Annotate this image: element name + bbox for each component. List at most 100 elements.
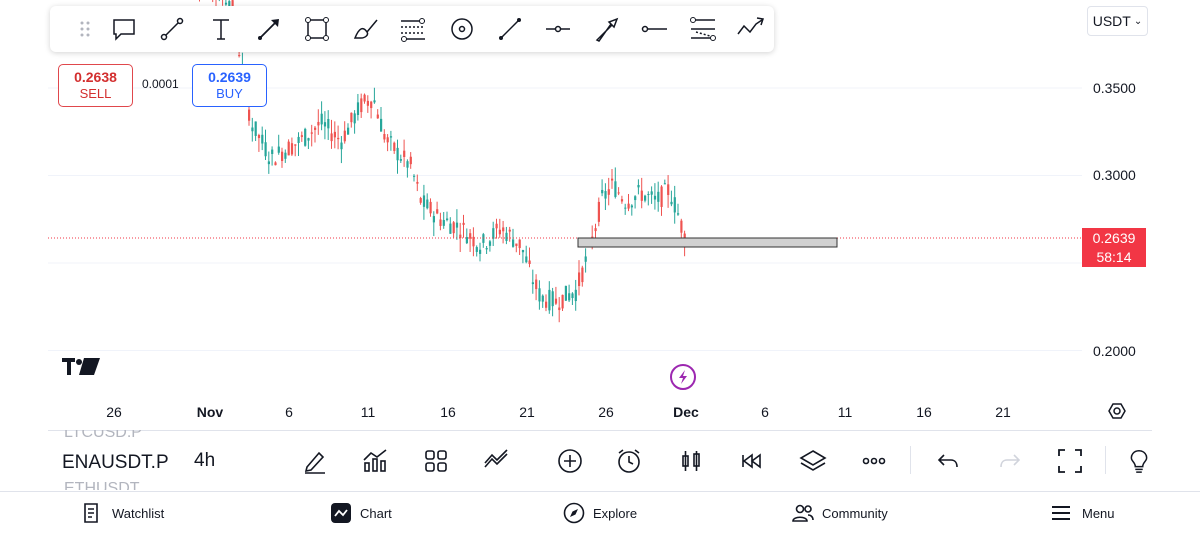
candle-body xyxy=(551,291,554,307)
rectangle-icon[interactable] xyxy=(301,14,333,44)
sell-price: 0.2638 xyxy=(74,69,117,85)
candle-body xyxy=(363,94,366,102)
buy-button[interactable]: 0.2639 BUY xyxy=(192,64,267,107)
alarm-icon[interactable] xyxy=(614,446,644,476)
circle-icon[interactable] xyxy=(446,14,478,44)
candle-body xyxy=(287,141,290,156)
candle-body xyxy=(660,186,663,207)
sell-button[interactable]: 0.2638 SELL xyxy=(58,64,133,107)
candle-body xyxy=(485,248,488,250)
candle-body xyxy=(574,289,577,302)
candle-body xyxy=(452,222,455,234)
symbol-previous[interactable]: LTCUSD.P xyxy=(64,424,142,441)
candle-body xyxy=(264,142,267,157)
date-label: 11 xyxy=(360,404,376,420)
chevron-down-icon: ⌄ xyxy=(1133,15,1143,27)
candle-body xyxy=(465,237,468,244)
last-price-badge: 0.2639 58:14 xyxy=(1082,228,1146,267)
candle-body xyxy=(482,234,485,243)
horizontal-ray-icon[interactable] xyxy=(542,14,574,44)
layers-icon[interactable] xyxy=(798,446,828,476)
candle-body xyxy=(432,216,435,223)
bottom-navigation: Watchlist Chart Explore Community Menu xyxy=(0,491,1200,537)
callout-icon[interactable] xyxy=(108,14,140,44)
trend-line-icon[interactable] xyxy=(156,14,188,44)
support-zone-rectangle[interactable] xyxy=(577,237,838,248)
nav-chart[interactable]: Chart xyxy=(330,502,392,524)
candle-body xyxy=(366,100,369,106)
candle-body xyxy=(538,288,541,302)
horizontal-line-icon[interactable] xyxy=(639,14,671,44)
more-icon[interactable] xyxy=(859,446,889,476)
candle-body xyxy=(353,113,356,124)
chart-icon xyxy=(331,503,351,523)
ideas-lightbulb-icon[interactable] xyxy=(1126,446,1152,476)
undo-icon[interactable] xyxy=(933,446,963,476)
arrow-marker-icon[interactable] xyxy=(591,14,623,44)
candle-body xyxy=(663,183,666,185)
candle-body xyxy=(475,247,478,252)
symbol-next[interactable]: ETHUSDT xyxy=(64,480,140,497)
candle-body xyxy=(601,189,604,194)
parallel-channel-icon[interactable] xyxy=(687,14,719,44)
nav-explore[interactable]: Explore xyxy=(563,502,637,524)
grid-layout-icon[interactable] xyxy=(421,446,451,476)
nav-watchlist[interactable]: Watchlist xyxy=(80,502,164,524)
brush-icon[interactable] xyxy=(350,14,382,44)
interval-selector[interactable]: 4h xyxy=(194,450,216,471)
buy-price: 0.2639 xyxy=(208,69,251,85)
candle-body xyxy=(350,112,353,123)
spread-value: 0.0001 xyxy=(142,77,179,91)
date-label: 6 xyxy=(761,404,769,420)
candle-body xyxy=(535,279,538,290)
symbol-current[interactable]: ENAUSDT.P xyxy=(62,452,169,473)
candle-body xyxy=(531,282,534,285)
nav-menu[interactable]: Menu xyxy=(1050,502,1115,524)
replay-icon[interactable] xyxy=(737,446,767,476)
path-icon[interactable] xyxy=(734,14,766,44)
indicators-icon[interactable] xyxy=(360,446,390,476)
candle-body xyxy=(320,113,323,125)
candles-icon[interactable] xyxy=(676,446,706,476)
add-icon[interactable] xyxy=(555,446,585,476)
redo-icon[interactable] xyxy=(995,446,1025,476)
date-label: 6 xyxy=(285,404,293,420)
candle-body xyxy=(254,121,257,136)
candle-body xyxy=(488,241,492,246)
lightning-event-icon[interactable] xyxy=(670,364,696,390)
candle-body xyxy=(370,101,373,109)
drag-handle-icon[interactable] xyxy=(80,20,90,43)
sell-label: SELL xyxy=(79,86,112,101)
currency-selector[interactable]: USDT ⌄ xyxy=(1087,6,1148,36)
compare-icon[interactable] xyxy=(481,446,511,476)
candle-body xyxy=(261,134,264,144)
nav-watchlist-label: Watchlist xyxy=(112,505,165,521)
candle-body xyxy=(257,135,261,139)
nav-chart-label: Chart xyxy=(360,505,392,521)
candle-body xyxy=(525,256,528,263)
fib-icon[interactable] xyxy=(397,14,429,44)
candle-body xyxy=(667,184,670,195)
candle-body xyxy=(607,189,610,195)
hamburger-icon xyxy=(1052,506,1070,520)
draw-pen-icon[interactable] xyxy=(300,446,330,476)
candle-body xyxy=(442,219,445,226)
candle-body xyxy=(670,201,673,205)
chart-settings-icon[interactable] xyxy=(1108,403,1126,419)
candle-body xyxy=(347,127,350,135)
candle-body xyxy=(680,220,683,233)
candle-body xyxy=(561,294,564,309)
candle-body xyxy=(439,219,442,226)
arrow-icon[interactable] xyxy=(253,14,285,44)
fullscreen-icon[interactable] xyxy=(1055,446,1085,476)
candle-body xyxy=(406,161,409,168)
nav-community[interactable]: Community xyxy=(792,502,888,524)
candle-body xyxy=(469,233,472,239)
text-icon[interactable] xyxy=(205,14,237,44)
candle-body xyxy=(620,199,624,202)
candle-body xyxy=(637,184,640,188)
line-icon[interactable] xyxy=(494,14,526,44)
candle-body xyxy=(581,267,584,283)
price-chart[interactable] xyxy=(0,0,1200,430)
candle-body xyxy=(584,256,587,262)
